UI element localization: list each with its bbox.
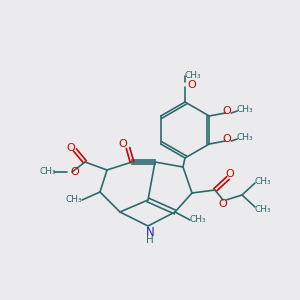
Text: O: O <box>226 169 234 179</box>
Text: O: O <box>118 139 127 149</box>
Text: CH₃: CH₃ <box>66 196 82 205</box>
Text: CH₃: CH₃ <box>255 176 271 185</box>
Text: CH₃: CH₃ <box>255 205 271 214</box>
Text: CH₃: CH₃ <box>190 215 206 224</box>
Text: CH₃: CH₃ <box>40 167 56 176</box>
Text: O: O <box>223 134 232 144</box>
Text: CH₃: CH₃ <box>185 70 201 80</box>
Text: O: O <box>188 80 196 90</box>
Text: O: O <box>223 106 232 116</box>
Text: O: O <box>219 199 227 209</box>
Text: H: H <box>146 235 154 245</box>
Text: O: O <box>67 143 75 153</box>
Text: O: O <box>70 167 80 177</box>
Text: CH₃: CH₃ <box>237 134 253 142</box>
Text: CH₃: CH₃ <box>237 106 253 115</box>
Text: N: N <box>146 226 154 239</box>
